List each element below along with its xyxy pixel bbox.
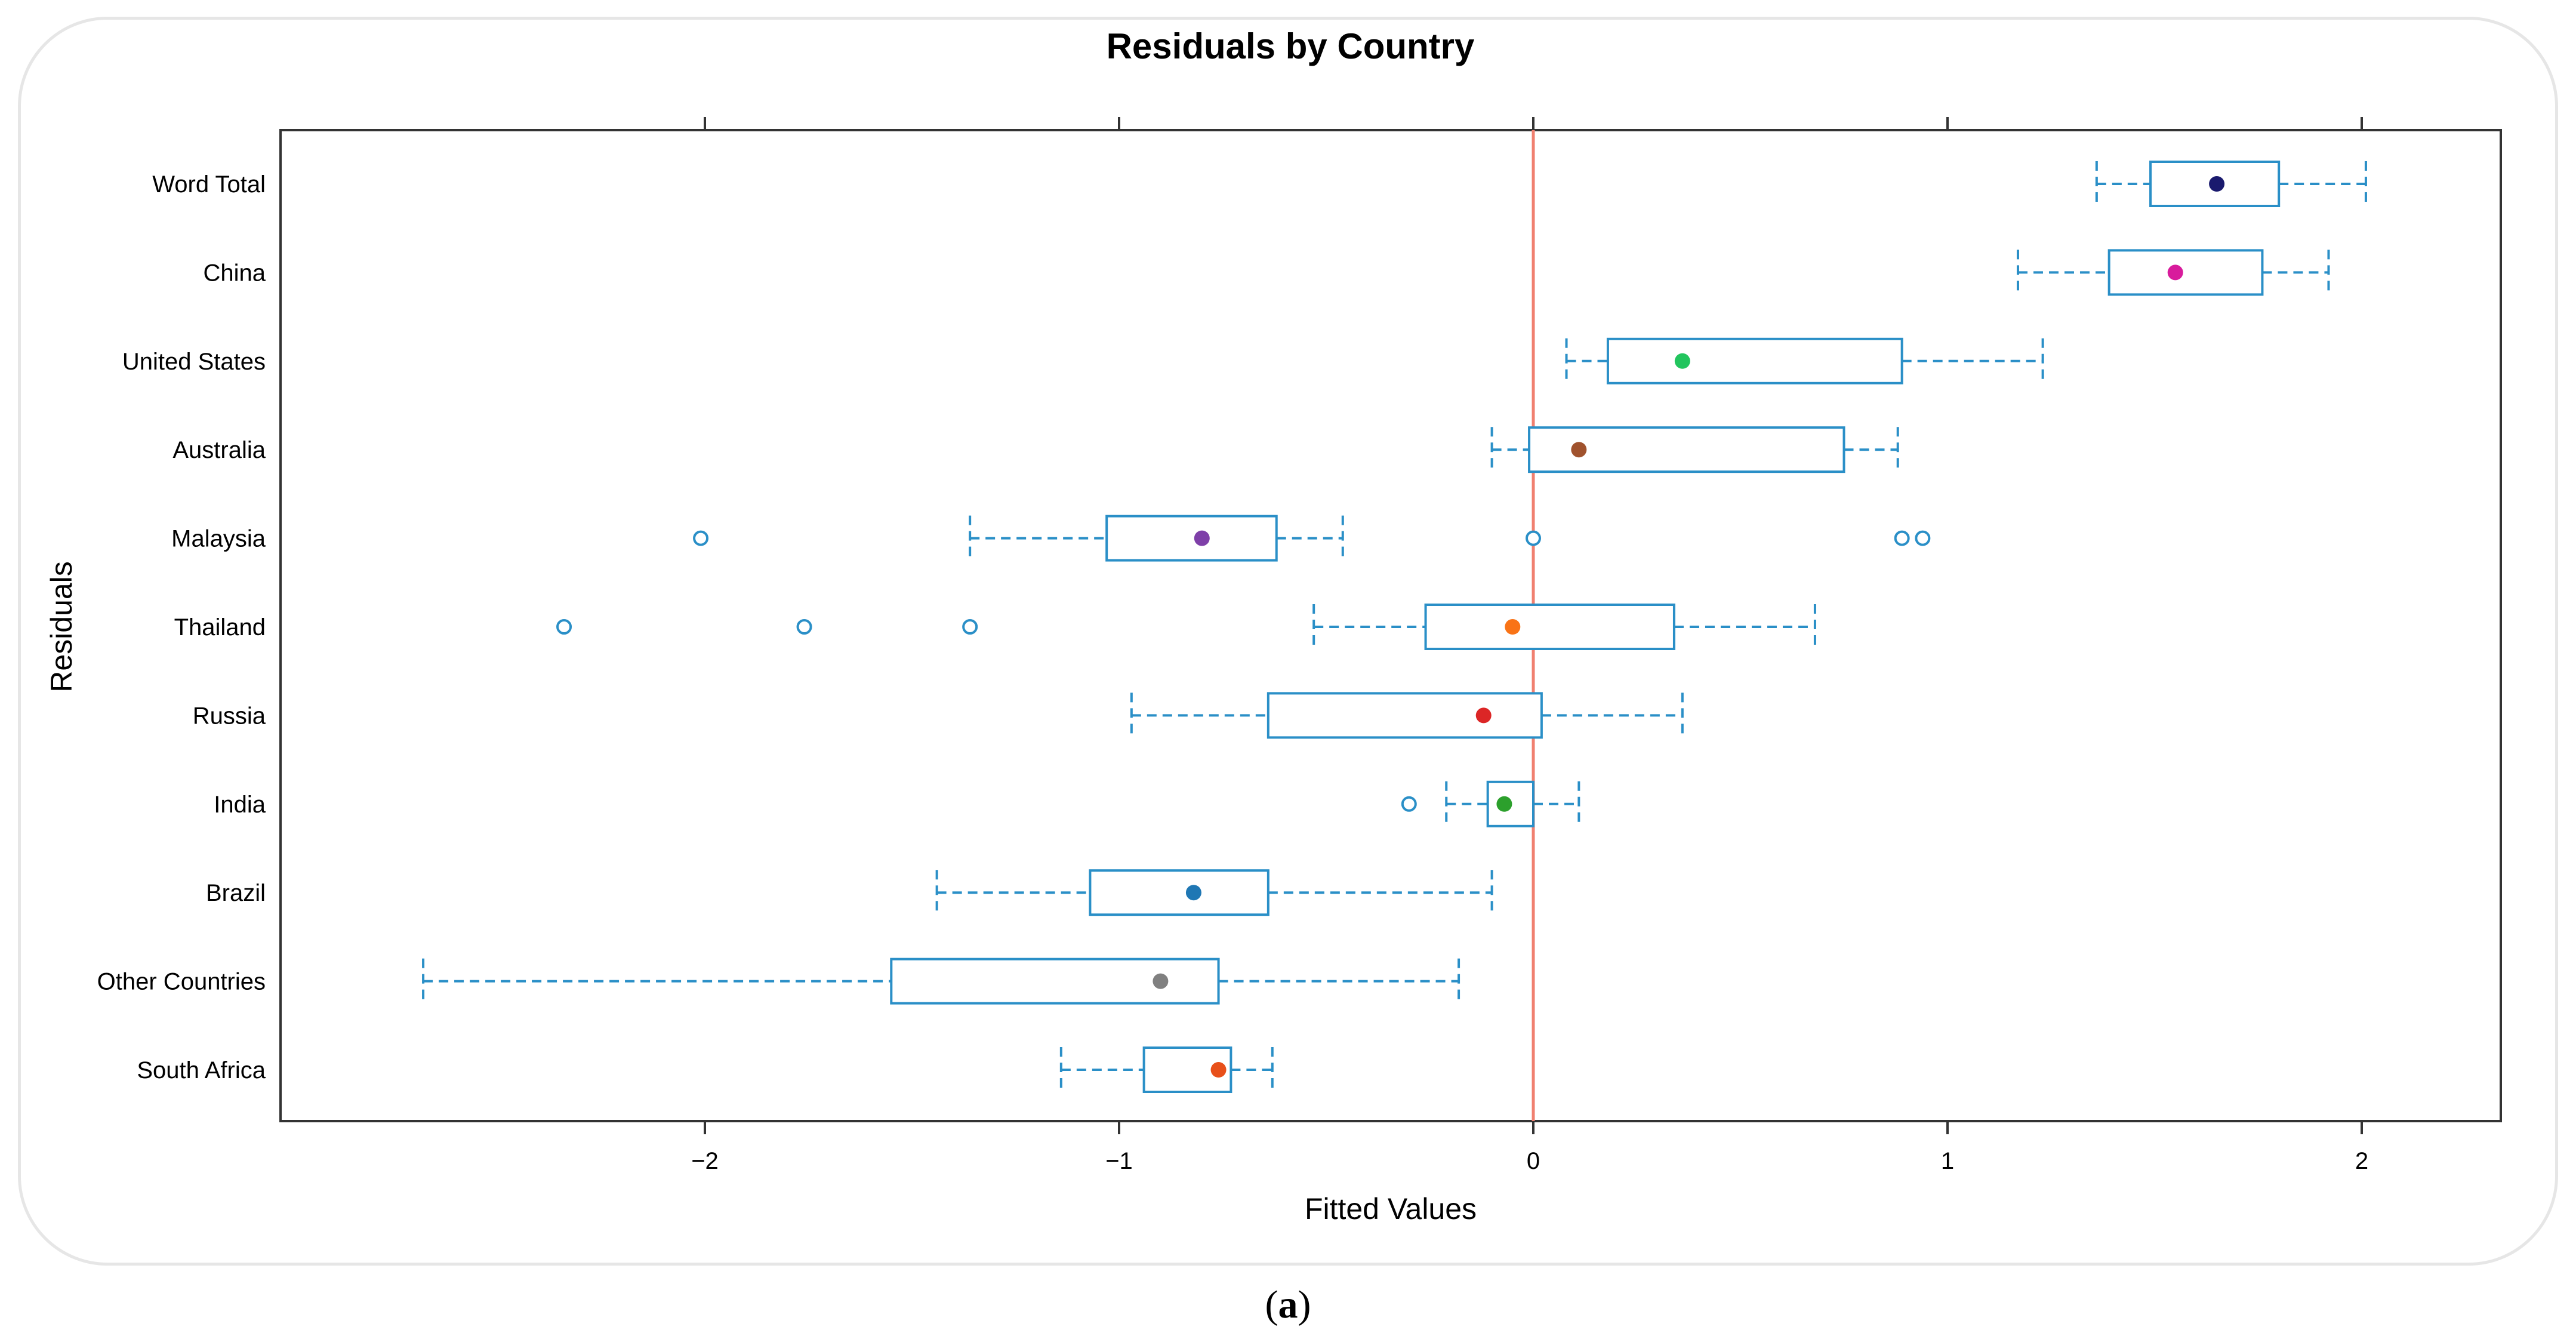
iqr-box (1105, 515, 1278, 562)
x-tick-label: 1 (1941, 1148, 1954, 1174)
outlier-point (693, 530, 709, 546)
box-row-south-africa: South Africa (137, 1046, 1274, 1093)
category-label: Brazil (206, 880, 266, 906)
box-row-brazil: Brazil (206, 869, 1493, 916)
category-label: Russia (193, 703, 266, 729)
outlier-point (556, 619, 572, 635)
chart-title: Residuals by Country (1107, 26, 1475, 66)
median-dot (1505, 619, 1521, 635)
outlier-point (796, 619, 812, 635)
median-dot (1475, 707, 1492, 724)
median-dot (1674, 353, 1690, 369)
category-label: Thailand (174, 614, 266, 641)
category-label: South Africa (137, 1057, 266, 1084)
x-tick-label: −1 (1105, 1148, 1133, 1174)
median-dot (1210, 1062, 1227, 1078)
box-row-word-total: Word Total (152, 161, 2367, 207)
median-dot (1185, 885, 1201, 901)
box-row-thailand: Thailand (174, 604, 1816, 650)
category-label: China (203, 260, 266, 286)
outlier-point (1401, 796, 1417, 812)
chart-card (18, 17, 2558, 1266)
caption-open-paren: ( (1265, 1283, 1278, 1326)
iqr-box (1424, 604, 1675, 650)
iqr-box (2107, 249, 2264, 296)
category-label: United States (122, 349, 266, 375)
category-label: India (214, 792, 266, 818)
iqr-box (1267, 692, 1543, 739)
category-label: Australia (172, 437, 266, 463)
median-dot (1194, 530, 1210, 546)
outlier-point (1894, 530, 1910, 546)
iqr-box (890, 958, 1220, 1005)
outlier-point (962, 619, 978, 635)
box-row-china: China (203, 249, 2330, 296)
iqr-box (1606, 337, 1903, 384)
box-row-india: India (214, 780, 1580, 827)
outlier-point (1915, 530, 1931, 546)
caption-label: a (1278, 1283, 1298, 1326)
caption-close-paren: ) (1298, 1283, 1311, 1326)
median-dot (1571, 442, 1587, 458)
box-row-malaysia: Malaysia (171, 515, 1931, 562)
figure-caption: (a) (0, 1282, 2576, 1328)
x-axis-label: Fitted Values (1305, 1192, 1477, 1226)
y-axis-label: Residuals (45, 561, 78, 692)
x-tick-label: 2 (2355, 1148, 2368, 1174)
box-row-russia: Russia (193, 692, 1684, 739)
box-row-australia: Australia (172, 426, 1899, 473)
median-dot (1496, 796, 1512, 812)
category-label: Malaysia (171, 526, 266, 552)
outlier-point (1526, 530, 1541, 546)
median-dot (2209, 176, 2225, 192)
x-tick-label: 0 (1527, 1148, 1540, 1174)
median-dot (1153, 973, 1169, 989)
plot-frame (279, 129, 2502, 1122)
category-label: Other Countries (97, 969, 266, 995)
x-tick-label: −2 (691, 1148, 719, 1174)
box-row-other-countries: Other Countries (97, 958, 1460, 1005)
median-dot (2167, 264, 2183, 281)
category-label: Word Total (152, 171, 266, 198)
box-row-united-states: United States (122, 337, 2044, 384)
iqr-box (1089, 869, 1269, 916)
